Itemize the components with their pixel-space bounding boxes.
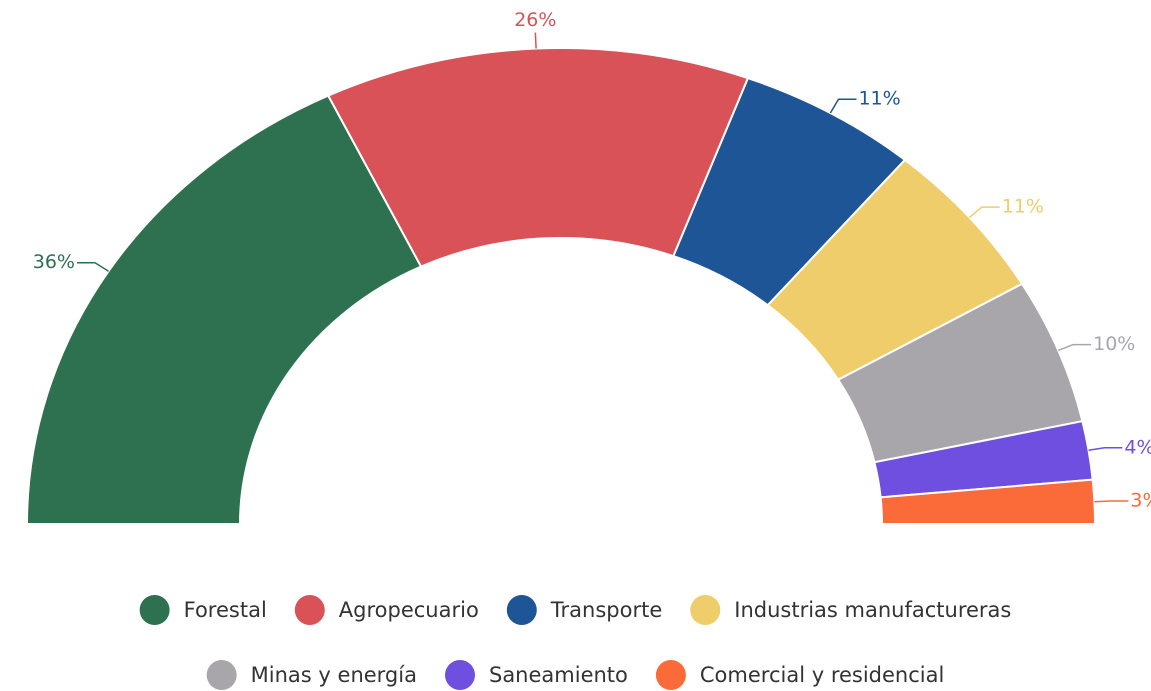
data-label: 4% <box>1124 436 1151 458</box>
data-label: 11% <box>858 88 900 110</box>
legend-label: Saneamiento <box>489 663 628 687</box>
leader-line <box>76 261 109 272</box>
data-label: 10% <box>1093 333 1135 355</box>
leader-line <box>968 206 1000 218</box>
legend-label: Agropecuario <box>339 598 479 622</box>
slice <box>326 47 750 268</box>
legend-label: Industrias manufactureras <box>734 598 1011 622</box>
legend-swatch <box>206 660 237 690</box>
slice <box>25 94 423 525</box>
slice <box>879 478 1097 525</box>
legend-swatch <box>655 660 686 690</box>
leader-line <box>829 98 857 114</box>
leader-line <box>1088 447 1123 452</box>
legend-label: Forestal <box>184 598 267 622</box>
leader-line <box>534 32 537 49</box>
data-label: 26% <box>514 9 556 31</box>
legend-label: Transporte <box>550 598 662 622</box>
leader-line <box>1094 500 1129 503</box>
data-label: 36% <box>33 251 75 273</box>
data-label: 11% <box>1002 196 1044 218</box>
leader-line <box>1057 343 1092 352</box>
legend-swatch <box>506 595 537 625</box>
legend-label: Comercial y residencial <box>700 663 944 687</box>
data-label: 3% <box>1130 490 1151 512</box>
legend-swatch <box>444 660 475 690</box>
legend-swatch <box>294 595 325 625</box>
legend-label: Minas y energía <box>251 663 417 687</box>
legend-swatch <box>139 595 170 625</box>
legend-swatch <box>690 595 721 625</box>
